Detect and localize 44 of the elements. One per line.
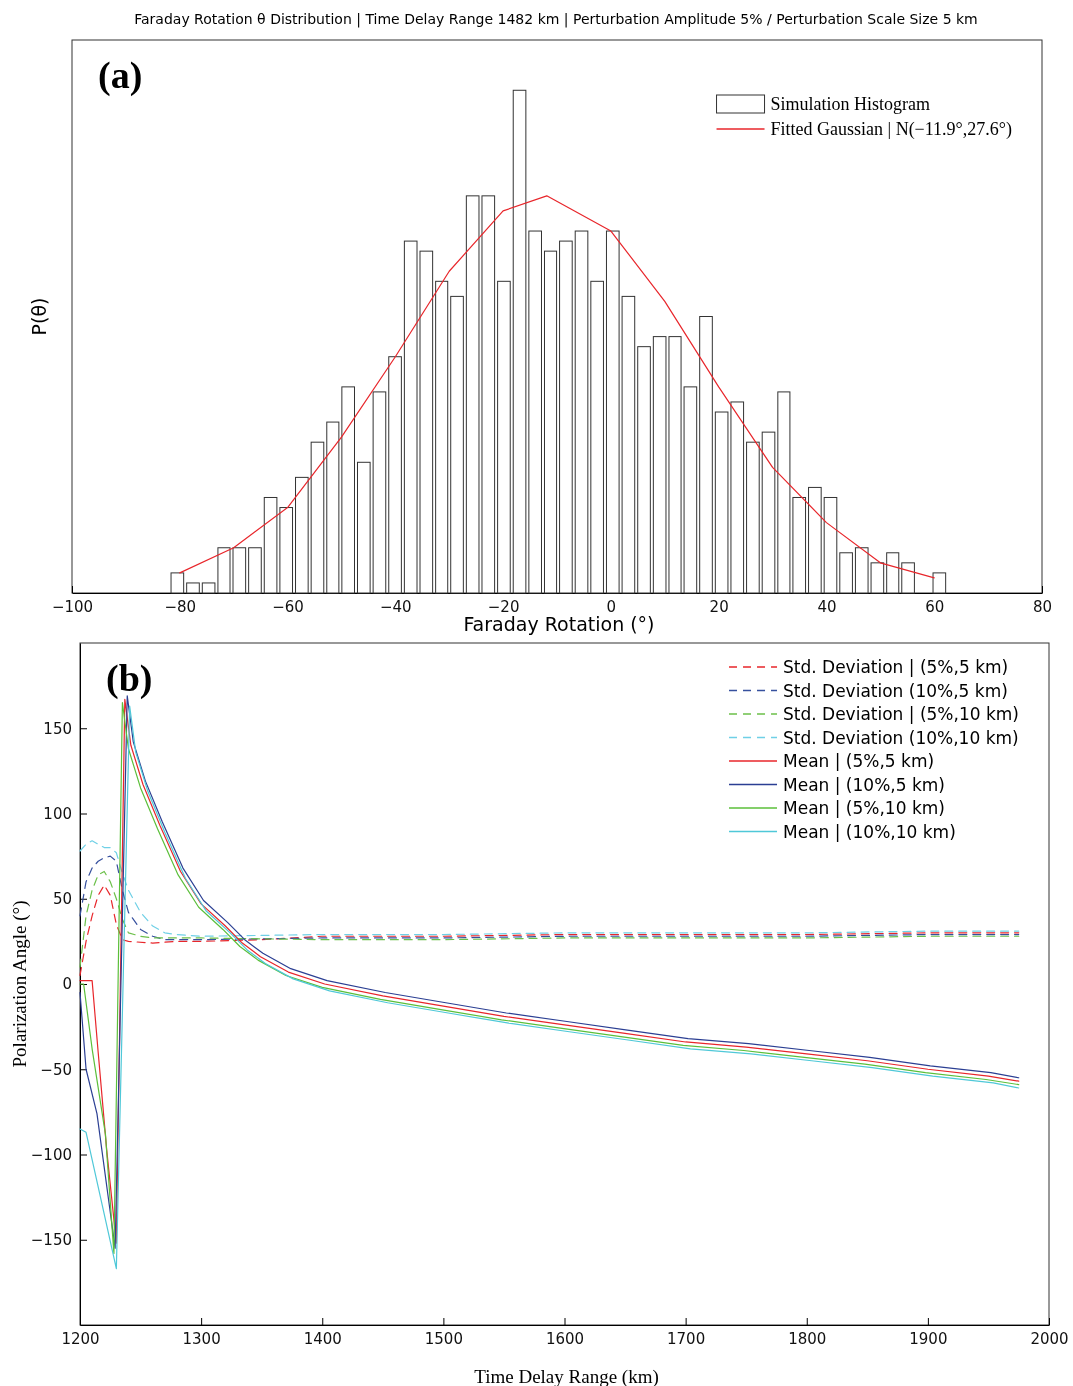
line-series [79,855,1020,941]
y-tick-label: −150 [30,1231,72,1250]
x-tick-label: −40 [380,597,412,616]
line-series [79,840,1020,937]
y-tick-label: −50 [40,1060,72,1079]
annotation: (a) [98,54,143,97]
y-tick-label: −100 [30,1145,72,1164]
legend-label: Mean | (10%,10 km) [783,821,956,842]
x-axis-title: Faraday Rotation (°) [463,613,655,635]
x-tick-label: 1500 [424,1329,463,1348]
legend-label: Std. Deviation (10%,10 km) [783,727,1019,748]
x-tick-label: 1300 [182,1329,221,1348]
x-tick-label: 1800 [788,1329,827,1348]
legend-label: Mean | (5%,5 km) [783,751,935,771]
x-tick-label: 40 [817,597,837,616]
legend-label: Mean | (5%,10 km) [783,798,945,818]
y-tick-label: 50 [52,890,72,909]
x-tick-label: 0 [606,597,617,616]
x-tick-label: 1400 [303,1329,342,1348]
x-tick-label: −20 [487,597,520,616]
x-tick-label: 1700 [667,1329,706,1348]
x-tick-label: 20 [709,597,729,616]
x-tick-label: 80 [1032,597,1053,616]
x-tick-label: −60 [272,597,304,616]
chart-title: Faraday Rotation θ Distribution | Time Delay Range 1482 km | Perturbation Amplitude 5% / Perturbation Scale Size 5 km [134,11,978,28]
x-tick-label: 1600 [545,1329,585,1348]
y-axis-title: P(θ) [28,297,50,336]
y-tick-label: 100 [43,804,72,823]
line-series [79,870,1020,968]
legend-label: Fitted Gaussian | N(−11.9°,27.6°) [770,119,1012,140]
legend-label: Mean | (10%,5 km) [783,774,945,795]
x-tick-label: 1900 [909,1329,948,1348]
y-tick-label: 150 [43,719,72,738]
legend-label: Std. Deviation | (5%,5 km) [783,657,1009,677]
y-axis-title: Polarization Angle (°) [9,900,31,1068]
x-tick-label: 60 [925,597,945,616]
annotation: (b) [106,657,153,700]
x-tick-label: 1200 [61,1329,100,1348]
y-tick-label: 0 [62,975,72,994]
legend-label: Std. Deviation (10%,5 km) [783,680,1008,701]
x-tick-label: −80 [164,597,197,616]
x-tick-label: 2000 [1030,1329,1069,1348]
legend-label: Std. Deviation | (5%,10 km) [783,704,1019,724]
legend-label: Simulation Histogram [770,94,931,114]
